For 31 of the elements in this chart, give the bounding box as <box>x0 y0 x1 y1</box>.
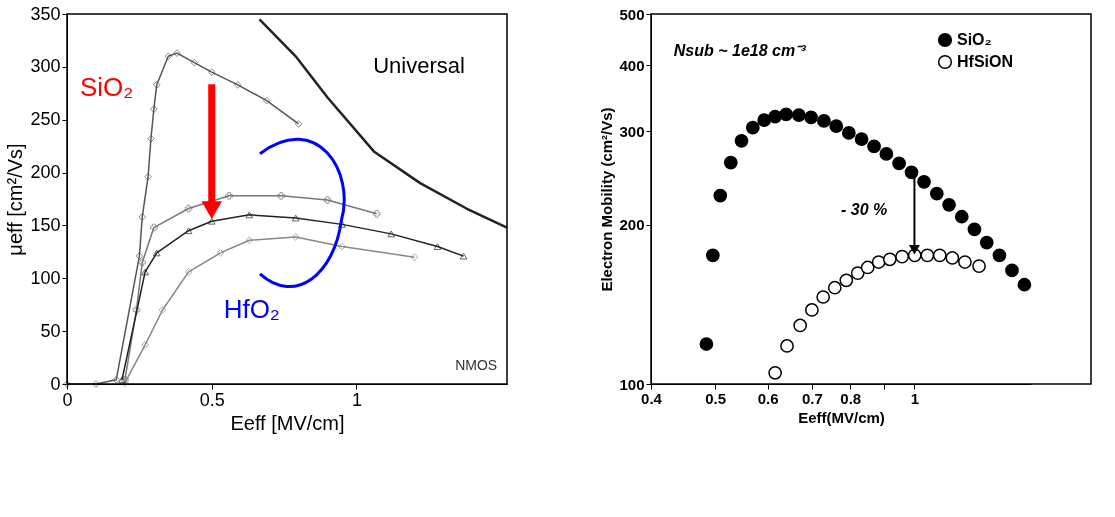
x-tick-label: 0.7 <box>801 389 823 407</box>
x-tick-label: 0.6 <box>757 389 779 407</box>
legend-label: SiO₂ <box>957 31 992 48</box>
y-tick-label: 200 <box>619 216 645 234</box>
y-tick-label: 150 <box>30 214 61 235</box>
x-tick-label: 0.5 <box>199 389 225 410</box>
annotation: Universal <box>373 52 465 78</box>
y-tick-label: 500 <box>619 5 645 23</box>
annotation: Nsub ~ 1e18 cm⁻³ <box>673 42 807 59</box>
x-tick-label: 0.8 <box>840 389 862 407</box>
legend-label: HfSiON <box>957 53 1013 70</box>
y-tick-label: 50 <box>40 320 61 341</box>
y-tick-label: 200 <box>30 162 61 183</box>
y-tick-label: 250 <box>30 109 61 130</box>
x-tick-label: 0.5 <box>705 389 727 407</box>
x-tick-label: 1 <box>910 389 920 407</box>
annotation: - 30 % <box>841 201 888 219</box>
x-axis-title: Eeff(MV/cm) <box>798 408 885 426</box>
x-tick-label: 1 <box>351 389 362 410</box>
annotation: SiO₂ <box>79 72 134 102</box>
annotation: NMOS <box>455 356 498 373</box>
y-tick-label: 300 <box>30 56 61 77</box>
y-tick-label: 400 <box>619 56 645 74</box>
y-tick-label: 300 <box>619 122 645 140</box>
y-axis-title: Electron Mobility (cm²/Vs) <box>598 107 616 292</box>
y-tick-label: 0 <box>50 373 61 394</box>
annotation: HfO₂ <box>223 294 280 324</box>
y-tick-label: 350 <box>30 3 61 24</box>
y-tick-label: 100 <box>30 267 61 288</box>
y-axis-title: μeff [cm²/Vs] <box>4 143 27 256</box>
x-axis-title: Eeff [MV/cm] <box>230 411 345 434</box>
